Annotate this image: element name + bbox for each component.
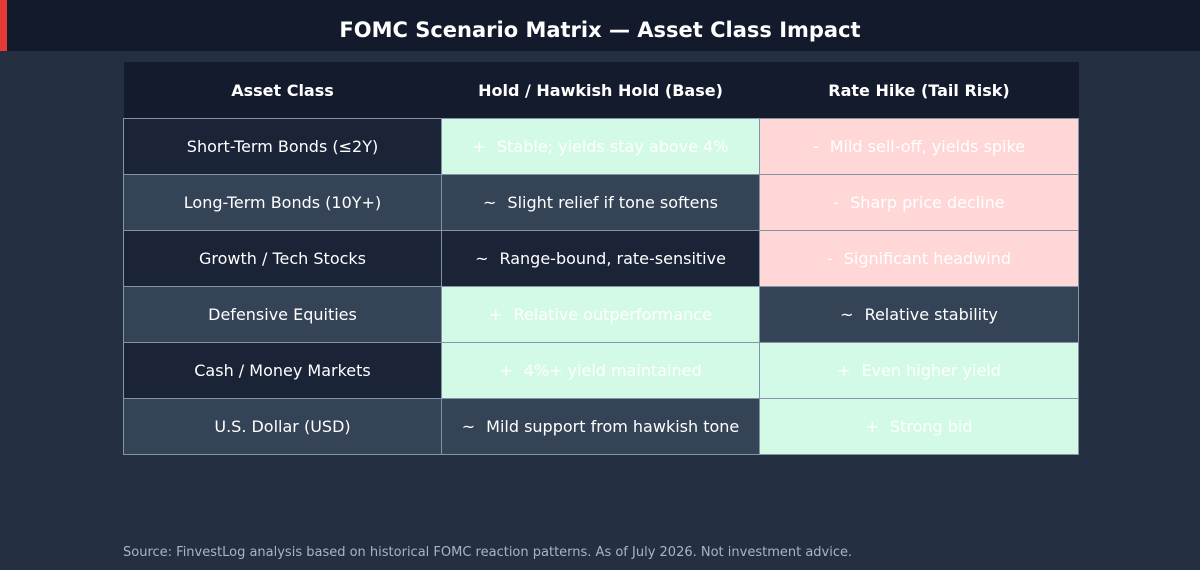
impact-text: Range-bound, rate-sensitive [499, 248, 726, 268]
impact-symbol: + [837, 360, 851, 380]
scenario-matrix-table: Asset Class Hold / Hawkish Hold (Base) R… [123, 62, 1079, 455]
impact-text: Mild support from hawkish tone [486, 416, 740, 436]
impact-text: Slight relief if tone softens [507, 192, 718, 212]
impact-text: Stable; yields stay above 4% [496, 136, 729, 156]
impact-symbol: ~ [840, 304, 854, 324]
table-row: Growth / Tech Stocks ~ Range-bound, rate-s… [123, 229, 1079, 287]
page-title: FOMC Scenario Matrix — Asset Class Impac… [339, 18, 861, 42]
table-row: Long-Term Bonds (10Y+) ~ Slight relief if … [123, 173, 1079, 231]
asset-class-cell: Defensive Equities [123, 285, 442, 343]
table-row: Cash / Money Markets +4%+ yield maintaine… [123, 341, 1079, 399]
tail-risk-impact-cell: + Even higher yield [759, 341, 1079, 399]
impact-text: Even higher yield [861, 360, 1001, 380]
table-row: Defensive Equities + Relative outperforman… [123, 285, 1079, 343]
impact-text: Significant headwind [843, 248, 1012, 268]
impact-text: Strong bid [889, 416, 973, 436]
source-note: Source: FinvestLog analysis based on his… [123, 545, 853, 560]
base-impact-cell: ~ Slight relief if tone softens [441, 173, 760, 231]
base-impact-cell: + Relative outperformance [441, 285, 760, 343]
table-body: Short-Term Bonds (≤2Y) + Stable; yields st… [123, 117, 1079, 455]
base-impact-cell: +4%+ yield maintained [441, 341, 760, 399]
tail-risk-impact-cell: - Significant headwind [759, 229, 1079, 287]
asset-class-cell: Long-Term Bonds (10Y+) [123, 173, 442, 231]
impact-symbol: ~ [461, 416, 476, 436]
impact-symbol: ~ [483, 192, 497, 212]
accent-stripe [0, 0, 7, 51]
impact-text: Relative stability [864, 304, 998, 324]
column-header-asset-class: Asset Class [123, 62, 442, 118]
impact-symbol: + [472, 136, 486, 156]
impact-text: Relative outperformance [513, 304, 712, 324]
table-header-row: Asset Class Hold / Hawkish Hold (Base) R… [123, 62, 1079, 118]
tail-risk-impact-cell: + Strong bid [759, 397, 1079, 455]
title-bar [0, 0, 1200, 51]
base-impact-cell: + Stable; yields stay above 4% [441, 117, 760, 175]
asset-class-cell: Cash / Money Markets [123, 341, 442, 399]
impact-symbol: - [833, 192, 840, 212]
asset-class-cell: U.S. Dollar (USD) [123, 397, 442, 455]
impact-symbol: ~ [475, 248, 489, 268]
base-impact-cell: ~ Range-bound, rate-sensitive [441, 229, 760, 287]
impact-text: Mild sell-off, yields spike [829, 136, 1026, 156]
column-header-tail-risk: Rate Hike (Tail Risk) [759, 62, 1079, 118]
column-header-base-scenario: Hold / Hawkish Hold (Base) [441, 62, 760, 118]
asset-class-cell: Growth / Tech Stocks [123, 229, 442, 287]
impact-symbol: - [812, 136, 819, 156]
impact-text: Sharp price decline [850, 192, 1005, 212]
table-row: Short-Term Bonds (≤2Y) + Stable; yields st… [123, 117, 1079, 175]
impact-symbol: - [826, 248, 833, 268]
impact-symbol: + [489, 304, 503, 324]
base-impact-cell: ~ Mild support from hawkish tone [441, 397, 760, 455]
tail-risk-impact-cell: - Sharp price decline [759, 173, 1079, 231]
impact-text: 4%+ yield maintained [523, 360, 702, 380]
table-row: U.S. Dollar (USD) ~ Mild support from hawk… [123, 397, 1079, 455]
tail-risk-impact-cell: - Mild sell-off, yields spike [759, 117, 1079, 175]
impact-symbol: + [499, 360, 513, 380]
impact-symbol: + [865, 416, 879, 436]
tail-risk-impact-cell: ~ Relative stability [759, 285, 1079, 343]
asset-class-cell: Short-Term Bonds (≤2Y) [123, 117, 442, 175]
